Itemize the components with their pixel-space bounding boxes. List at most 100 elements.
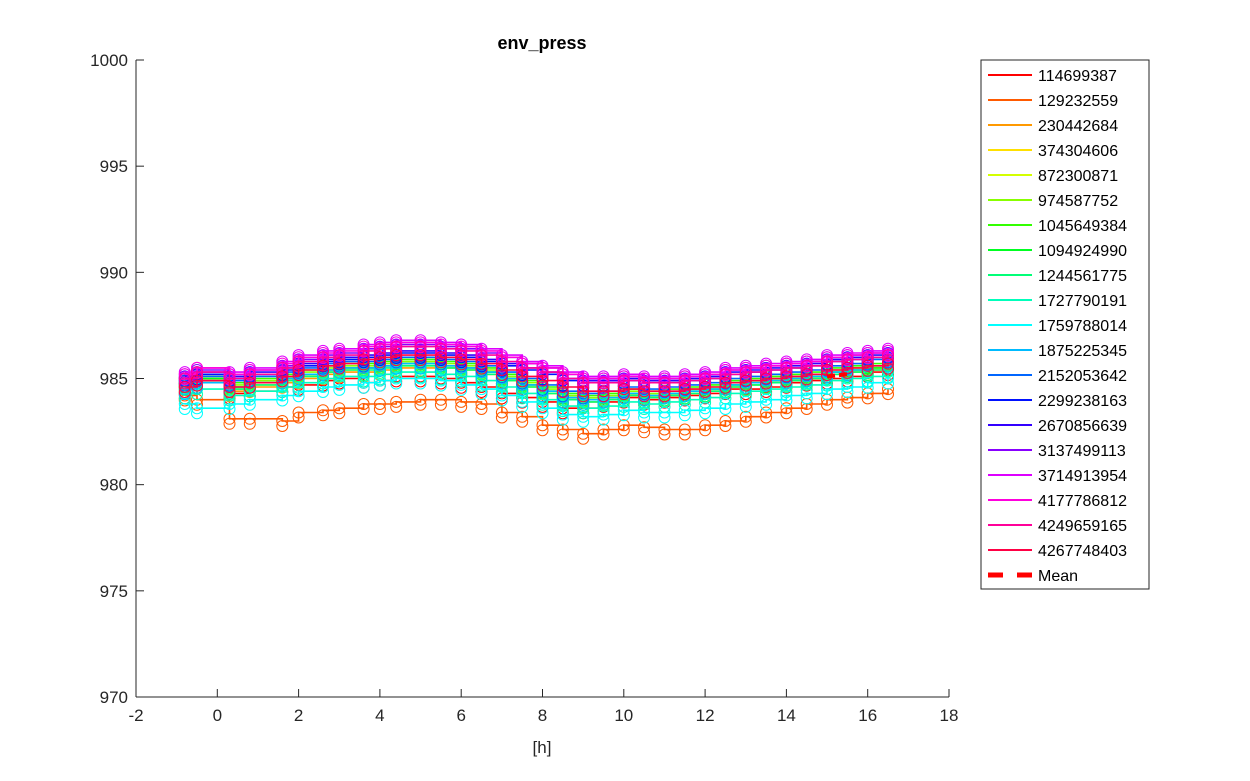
data-point [760, 372, 773, 385]
data-point [780, 375, 793, 388]
data-point [292, 411, 305, 424]
legend-label: 1727790191 [1038, 293, 1127, 310]
data-point [243, 376, 256, 389]
mean-line [826, 372, 848, 379]
data-point [882, 372, 894, 385]
legend-label: 3137499113 [1038, 443, 1126, 460]
data-point [495, 360, 508, 373]
data-point [597, 428, 610, 441]
data-point [292, 385, 305, 398]
data-point [455, 400, 468, 413]
data-point [495, 351, 508, 364]
data-point [475, 383, 488, 396]
data-point [495, 369, 508, 381]
data-point [638, 390, 651, 403]
data-point [516, 392, 529, 405]
data-point [434, 351, 447, 364]
data-point [780, 394, 793, 407]
data-point [760, 411, 773, 424]
data-point [800, 368, 813, 381]
data-point [516, 415, 529, 428]
x-tick-label: -2 [128, 706, 143, 725]
data-point [719, 398, 732, 410]
data-point [577, 390, 590, 403]
data-point [780, 407, 793, 420]
legend-label: 2152053642 [1038, 368, 1127, 385]
data-point [390, 395, 403, 408]
data-point [597, 413, 610, 426]
data-point [699, 407, 712, 420]
data-point [800, 373, 813, 386]
data-point [556, 381, 569, 393]
data-point [536, 402, 549, 415]
data-point [760, 398, 773, 411]
data-point [597, 381, 610, 394]
data-point [333, 349, 346, 362]
data-point [536, 374, 549, 387]
data-point [357, 353, 370, 366]
data-point [800, 392, 813, 405]
data-point [317, 381, 329, 393]
legend-entry: 1727790191 [988, 293, 1127, 310]
legend-label: 4177786812 [1038, 493, 1127, 510]
data-point [516, 410, 529, 423]
legend-label: 230442684 [1038, 118, 1118, 135]
data-point [317, 404, 329, 417]
data-point [658, 372, 671, 385]
series-layer [178, 334, 894, 445]
data-point [699, 402, 712, 415]
data-point [719, 415, 732, 427]
legend-label: 4249659165 [1038, 518, 1127, 535]
data-point [597, 376, 610, 389]
data-point [658, 390, 671, 403]
data-point [455, 358, 468, 371]
data-point [178, 386, 191, 398]
legend-entry: 3714913954 [988, 468, 1127, 485]
data-point [292, 355, 305, 368]
legend-entry: 2670856639 [988, 418, 1127, 435]
data-point [861, 381, 874, 394]
data-point [800, 387, 813, 400]
data-point [178, 368, 191, 381]
series-1759788014 [178, 372, 894, 428]
data-point [495, 411, 508, 424]
data-point [861, 351, 874, 364]
data-point [882, 349, 894, 362]
data-point [821, 355, 833, 368]
data-point [760, 364, 773, 376]
data-point [191, 379, 203, 392]
data-point [373, 351, 386, 364]
data-point [658, 423, 671, 436]
data-point [597, 390, 610, 403]
data-point [373, 379, 386, 392]
data-point [357, 398, 370, 410]
data-point [882, 362, 894, 375]
data-point [577, 410, 590, 423]
legend-label: 3714913954 [1038, 468, 1127, 485]
data-point [780, 370, 793, 383]
data-point [658, 411, 671, 424]
data-point [597, 423, 610, 436]
data-point [333, 362, 346, 375]
y-tick-label: 995 [100, 157, 128, 176]
data-point [414, 345, 427, 358]
data-point [333, 383, 346, 396]
legend-entry: 2299238163 [988, 393, 1127, 410]
x-tick-label: 18 [940, 706, 959, 725]
data-point [699, 419, 712, 432]
data-point [760, 377, 773, 390]
data-point [223, 412, 236, 425]
data-point [841, 353, 854, 366]
data-point [882, 377, 894, 390]
x-tick-label: 12 [696, 706, 715, 725]
data-point [178, 381, 191, 393]
data-point [276, 375, 289, 388]
data-point [739, 366, 752, 379]
data-point [658, 385, 671, 398]
data-point [455, 378, 468, 391]
data-point [390, 377, 403, 390]
data-point [414, 340, 427, 353]
x-tick-label: 8 [538, 706, 547, 725]
data-point [373, 403, 386, 415]
data-point [223, 381, 236, 393]
